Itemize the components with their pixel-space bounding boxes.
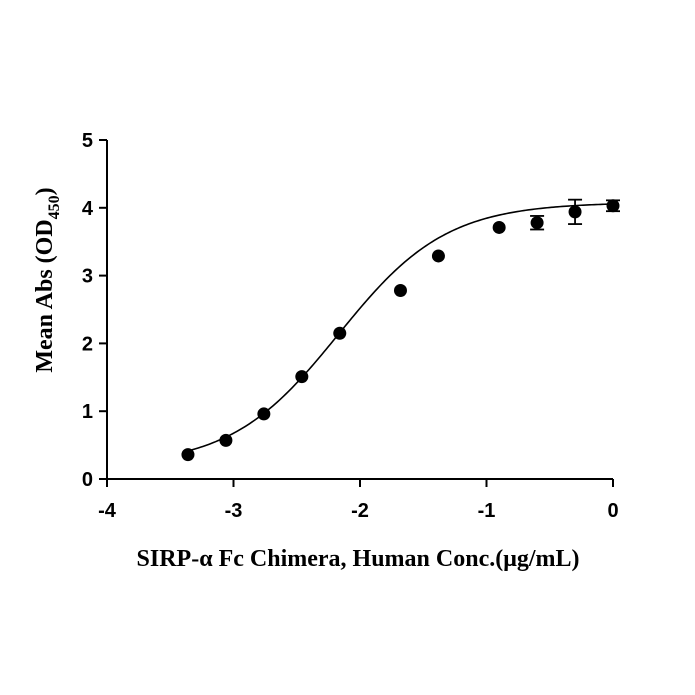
data-point [606, 199, 620, 213]
y-axis-label: Mean Abs (OD450) [32, 187, 63, 372]
y-axis-label-main: Mean Abs (OD [32, 219, 58, 372]
y-axis: 0 1 2 3 4 5 [82, 130, 108, 491]
y-tick-label: 4 [82, 198, 94, 220]
y-tick-label: 1 [82, 401, 93, 423]
y-tick-label: 0 [82, 469, 93, 491]
y-axis-label-close: ) [32, 187, 58, 195]
data-point [333, 326, 347, 340]
y-tick-label: 2 [82, 333, 93, 355]
x-tick-label: -1 [478, 500, 496, 522]
data-point [492, 220, 506, 234]
data-point [295, 370, 309, 384]
data-point [393, 284, 407, 298]
x-tick-label: -3 [225, 500, 243, 522]
data-point [181, 448, 195, 462]
data-point [257, 407, 271, 421]
data-point [568, 205, 582, 219]
x-tick-label: 0 [607, 500, 618, 522]
y-tick-label: 5 [82, 130, 93, 152]
fit-curve [187, 203, 614, 452]
x-axis: -4 -3 -2 -1 0 [98, 478, 619, 522]
x-tick-label: -2 [351, 500, 369, 522]
y-tick-label: 3 [82, 266, 93, 288]
data-point [530, 216, 544, 230]
data-point [431, 249, 445, 263]
x-axis-label: SIRP-α Fc Chimera, Human Conc.(μg/mL) [137, 546, 580, 572]
data-points-layer [181, 198, 620, 462]
x-tick-label: -4 [98, 500, 117, 522]
y-axis-label-subscript: 450 [46, 195, 63, 219]
fit-curve-layer [187, 203, 614, 452]
data-point [219, 433, 233, 447]
